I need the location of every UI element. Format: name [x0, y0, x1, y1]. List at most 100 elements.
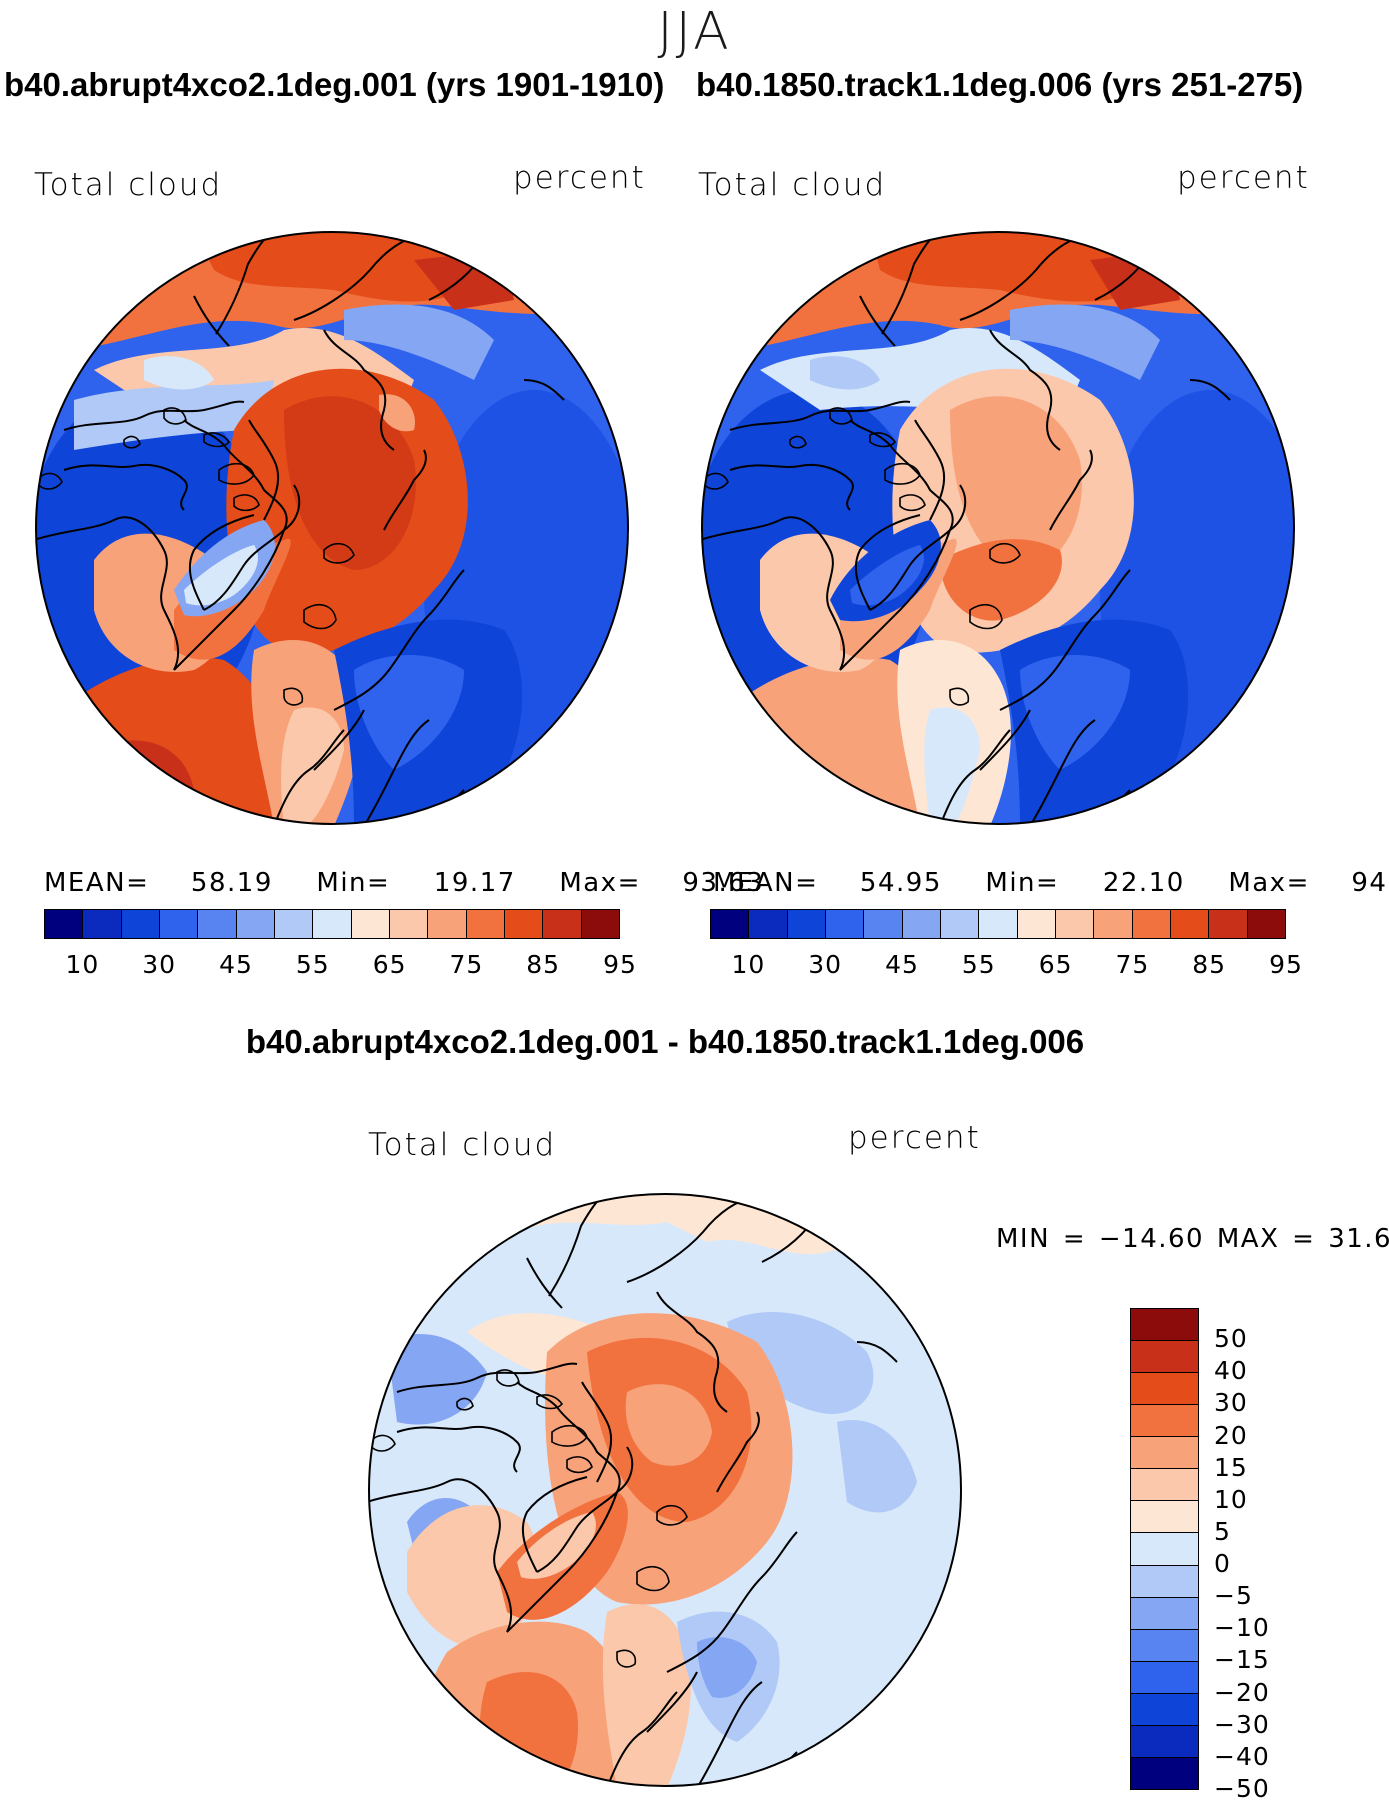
diff-colorbar-segment	[1131, 1373, 1198, 1406]
diff-colorbar-tick-label: −30	[1214, 1709, 1270, 1739]
diff-minmax: MIN = −14.60 MAX = 31.65	[996, 1224, 1389, 1254]
panel1-colorbar-tick-label: 95	[603, 950, 637, 979]
panel1-colorbar-segment	[428, 910, 467, 938]
diff-colorbar-segment	[1131, 1597, 1198, 1630]
panel1-colorbar-segment	[159, 910, 199, 938]
panel2-colorbar-segment	[1132, 910, 1171, 938]
diff-colorbar	[1130, 1308, 1199, 1790]
panel2-colorbar-segment	[825, 910, 865, 938]
panel1-colorbar-segment	[351, 910, 390, 938]
diff-colorbar-tick-label: 30	[1214, 1388, 1248, 1418]
panel2-colorbar-tick-label: 95	[1269, 950, 1303, 979]
panel2-colorbar-ticks: 10 30 45 55 65 75 85 95	[710, 950, 1301, 984]
panel1-mean-label: MEAN=	[44, 868, 150, 898]
panel1-colorbar-segment	[543, 910, 582, 938]
diff-colorbar-tick-label: −5	[1214, 1581, 1253, 1611]
panel1-mean-value: 58.19	[190, 868, 273, 898]
diff-colorbar-segment	[1131, 1629, 1198, 1662]
panel1-map-boundary	[35, 231, 629, 825]
diff-colorbar-segment	[1131, 1661, 1198, 1694]
season-title: JJA	[657, 2, 732, 62]
panel2-colorbar-segment	[1170, 910, 1210, 938]
panel2-mean-label: MEAN=	[713, 868, 819, 898]
panel2-colorbar-segment	[749, 910, 788, 938]
diff-colorbar-segment	[1131, 1565, 1198, 1598]
diff-colorbar-tick-label: 40	[1214, 1356, 1248, 1386]
panel1-colorbar-segment	[236, 910, 275, 938]
panel2-max-value: 94.51	[1351, 868, 1389, 898]
panel2-polar-map	[701, 231, 1295, 825]
diff-colorbar-segment	[1131, 1341, 1198, 1374]
panel1-colorbar-segment	[389, 910, 429, 938]
diff-colorbar-tick-label: −40	[1214, 1741, 1270, 1771]
panel2-colorbar-tick-label: 65	[1038, 950, 1073, 979]
diff-colorbar-tick-label: −20	[1214, 1677, 1270, 1707]
panel1-colorbar-segment	[274, 910, 314, 938]
panel1-colorbar-tick-label: 10	[65, 950, 100, 979]
panel1-colorbar-ticks: 10 30 45 55 65 75 85 95	[44, 950, 635, 984]
panel2-colorbar-segment	[1017, 910, 1056, 938]
panel2-colorbar-tick-label: 55	[961, 950, 996, 979]
diff-colorbar-tick-label: 5	[1214, 1516, 1231, 1546]
panel2-colorbar-segment	[711, 910, 750, 938]
panel2-mean-value: 54.95	[859, 868, 942, 898]
panel2-colorbar-tick-label: 30	[808, 950, 843, 979]
diff-colorbar-segment	[1131, 1757, 1198, 1789]
panel2-colorbar-segment	[979, 910, 1018, 938]
diff-colorbar-segment	[1131, 1533, 1198, 1566]
panel1-polar-map	[35, 231, 629, 825]
diff-colorbar-tick-label: 20	[1214, 1420, 1248, 1450]
panel1-max-label: Max=	[559, 868, 641, 898]
panel1-colorbar-segment	[83, 910, 122, 938]
panel1-colorbar-tick-label: 45	[219, 950, 253, 979]
panel2-colorbar-segment	[1094, 910, 1133, 938]
panel2-colorbar	[710, 909, 1286, 939]
panel1-colorbar-tick-label: 75	[449, 950, 484, 979]
panel2-colorbar-segment	[1247, 910, 1285, 938]
panel1-colorbar-tick-label: 55	[295, 950, 330, 979]
diff-colorbar-segment	[1131, 1693, 1198, 1726]
panel2-colorbar-segment	[1209, 910, 1248, 938]
panel1-stats: MEAN= 58.19 Min= 19.17 Max= 93.63	[44, 868, 764, 898]
diff-colorbar-tick-label: 50	[1214, 1324, 1248, 1354]
panel1-colorbar-tick-label: 85	[526, 950, 561, 979]
diff-colorbar-segment	[1131, 1437, 1198, 1470]
panel2-colorbar-segment	[940, 910, 980, 938]
panel2-min-label: Min=	[985, 868, 1060, 898]
panel1-variable-label: Total cloud	[34, 167, 223, 203]
diff-colorbar-segment	[1131, 1405, 1198, 1438]
panel2-colorbar-segment	[864, 910, 903, 938]
panel1-min-label: Min=	[316, 868, 391, 898]
panel2-map-boundary	[701, 231, 1295, 825]
diff-colorbar-segment	[1131, 1725, 1198, 1758]
panel1-colorbar-segment	[313, 910, 352, 938]
panel1-units-label: percent	[513, 160, 646, 196]
panel1-colorbar-segment	[121, 910, 160, 938]
panel2-colorbar-tick-label: 10	[731, 950, 766, 979]
panel2-colorbar-tick-label: 75	[1115, 950, 1150, 979]
panel2-colorbar-segment	[787, 910, 826, 938]
diff-colorbar-tick-label: −10	[1214, 1613, 1270, 1643]
diff-colorbar-tick-label: −50	[1214, 1774, 1270, 1803]
diff-colorbar-segment	[1131, 1469, 1198, 1502]
panel1-colorbar-segment	[504, 910, 544, 938]
panel1-colorbar-segment	[581, 910, 619, 938]
panel1-colorbar	[44, 909, 620, 939]
diff-variable-label: Total cloud	[368, 1127, 557, 1163]
panel2-max-label: Max=	[1228, 868, 1310, 898]
diff-colorbar-tick-label: −15	[1214, 1645, 1270, 1675]
diff-colorbar-tick-label: 15	[1214, 1452, 1248, 1482]
panel2-units-label: percent	[1177, 160, 1310, 196]
panel1-colorbar-segment	[198, 910, 237, 938]
panel2-colorbar-tick-label: 45	[885, 950, 919, 979]
diff-colorbar-tick-label: 0	[1214, 1549, 1231, 1579]
panel2-variable-label: Total cloud	[698, 167, 887, 203]
panel1-min-value: 19.17	[433, 868, 516, 898]
panel2-colorbar-tick-label: 85	[1192, 950, 1227, 979]
diff-title: b40.abrupt4xco2.1deg.001 - b40.1850.trac…	[245, 1023, 1085, 1060]
diff-colorbar-segment	[1131, 1309, 1198, 1342]
diff-colorbar-tick-label: 10	[1214, 1484, 1248, 1514]
panel2-colorbar-segment	[902, 910, 941, 938]
panel1-colorbar-tick-label: 30	[142, 950, 177, 979]
diff-map-boundary	[368, 1193, 962, 1787]
